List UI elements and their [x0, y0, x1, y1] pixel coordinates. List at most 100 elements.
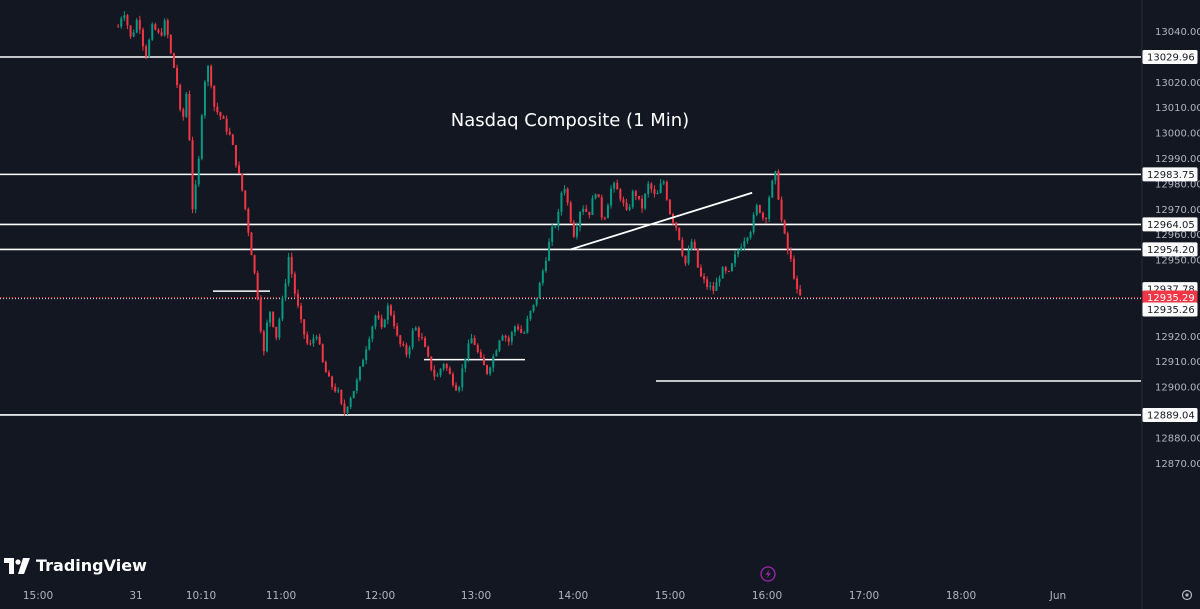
candle — [507, 335, 510, 346]
trendline[interactable] — [570, 191, 753, 251]
candle — [309, 339, 312, 346]
candle — [532, 304, 535, 313]
candle — [780, 196, 783, 223]
candle — [424, 336, 427, 348]
candle — [160, 28, 163, 37]
level-price-tag: 12983.75 — [1142, 167, 1198, 182]
candle — [557, 208, 560, 231]
candle — [194, 180, 197, 214]
candle — [389, 303, 392, 317]
level-price-tag-text: 12937.78 — [1147, 285, 1195, 296]
candle — [783, 219, 786, 235]
candle — [758, 204, 761, 214]
candle — [383, 318, 386, 328]
level-price-tag-text: 12889.04 — [1147, 410, 1195, 421]
candle — [715, 277, 718, 291]
candle — [476, 343, 479, 354]
candle — [566, 187, 569, 206]
candle — [163, 18, 166, 37]
candle — [306, 331, 309, 346]
candle — [262, 329, 265, 356]
candle — [625, 198, 628, 211]
candle — [724, 266, 727, 275]
candle — [442, 362, 445, 372]
candle — [129, 25, 132, 39]
candle — [228, 127, 231, 136]
candle — [774, 170, 777, 185]
candle — [792, 255, 795, 280]
candle — [126, 13, 129, 30]
candle — [358, 366, 361, 382]
candle — [734, 250, 737, 268]
price-tick-label: 12960.00 — [1155, 230, 1200, 241]
candle — [461, 363, 464, 392]
candle — [789, 247, 792, 262]
settings-gear-icon[interactable] — [1181, 589, 1193, 601]
candle — [703, 273, 706, 284]
candle — [603, 216, 606, 221]
candle — [634, 189, 637, 201]
candle — [470, 333, 473, 344]
candle — [272, 311, 275, 328]
candle — [231, 133, 234, 146]
price-tick-label: 12870.00 — [1155, 459, 1200, 470]
level-price-tag: 12954.20 — [1142, 242, 1198, 257]
candle — [433, 365, 436, 381]
price-axis[interactable]: 13040.00 13020.00 13010.00 13000.00 12990.00… — [1142, 27, 1200, 470]
candle — [185, 91, 188, 118]
candle — [117, 23, 120, 28]
candle — [641, 195, 644, 213]
candle — [303, 318, 306, 339]
candle — [349, 396, 352, 410]
candle — [334, 383, 337, 393]
candle — [207, 64, 210, 87]
candle — [690, 238, 693, 251]
candle — [644, 192, 647, 210]
candle — [169, 34, 172, 55]
candle — [755, 203, 758, 217]
candle — [482, 354, 485, 366]
candle — [284, 279, 287, 302]
trendline-layer — [570, 191, 753, 251]
lightning-icon[interactable] — [760, 566, 776, 582]
current-price-tag: 12935.29 — [1142, 290, 1198, 305]
candle — [591, 195, 594, 216]
candle — [210, 64, 213, 89]
candle — [287, 252, 290, 287]
candle — [151, 22, 154, 41]
candle — [529, 310, 532, 321]
candlestick-series — [117, 11, 802, 416]
candle — [560, 191, 563, 216]
price-tick-label: 12900.00 — [1155, 383, 1200, 394]
candle — [386, 302, 389, 325]
candle — [668, 198, 671, 215]
candle — [786, 231, 789, 255]
time-axis[interactable]: 15:00 31 10:10 11:00 12:00 13:00 14:00 15:00 16:… — [23, 590, 1066, 602]
candle — [296, 289, 299, 309]
candle — [234, 144, 237, 168]
candle — [563, 185, 566, 196]
candle — [225, 115, 228, 135]
candle — [579, 210, 582, 232]
candle — [414, 326, 417, 331]
candle — [275, 326, 278, 341]
candle — [464, 358, 467, 373]
candle — [281, 295, 284, 322]
candle — [628, 204, 631, 212]
candle — [411, 327, 414, 350]
time-tick-label: 12:00 — [365, 590, 395, 602]
candle — [402, 341, 405, 347]
candle — [420, 332, 423, 341]
candle — [588, 211, 591, 219]
candle — [752, 212, 755, 235]
candle — [451, 371, 454, 388]
time-tick-label: 15:00 — [655, 590, 685, 602]
candle — [132, 29, 135, 38]
candle — [631, 189, 634, 209]
candle — [362, 358, 365, 367]
candle — [737, 247, 740, 258]
candle — [743, 237, 746, 250]
price-tick-label: 13020.00 — [1155, 78, 1200, 89]
candle — [594, 193, 597, 200]
